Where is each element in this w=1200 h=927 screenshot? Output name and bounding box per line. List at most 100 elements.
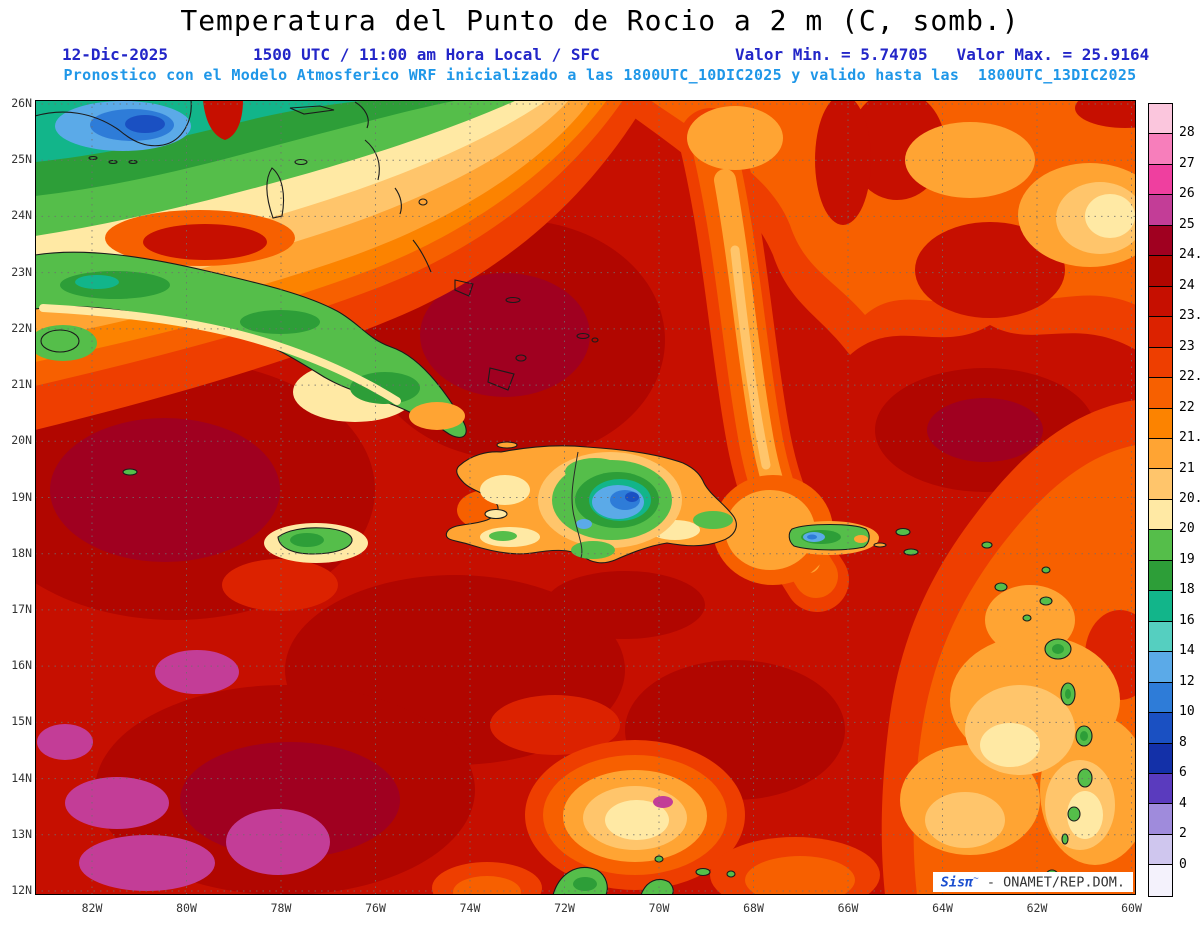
colorbar-tick-label: 24.5: [1179, 247, 1200, 263]
colorbar-tick-label: 12: [1179, 673, 1195, 689]
colorbar-tick-label: 4: [1179, 795, 1187, 811]
lat-tick-label: 17N: [11, 601, 32, 616]
colorbar-tick-label: 2: [1179, 826, 1187, 842]
haiti-dr-border: [571, 451, 583, 559]
florida-coastline: [35, 100, 192, 147]
dewpoint-field-svg: [35, 100, 1136, 895]
page-title: Temperatura del Punto de Rocio a 2 m (C,…: [180, 4, 1020, 37]
colorbar-cell: [1149, 408, 1172, 439]
gonave-island: [484, 508, 508, 520]
lat-tick-label: 20N: [11, 433, 32, 448]
colorbar-tick-label: 22: [1179, 399, 1195, 415]
colorbar-cell: [1149, 682, 1172, 714]
colorbar-tick-label: 28: [1179, 125, 1195, 141]
colorbar-tick-label: 20.5: [1179, 491, 1200, 506]
model-run-label: Pronostico con el Modelo Atmosferico WRF…: [63, 66, 1137, 84]
field-warm-sector-right: [432, 100, 1136, 895]
lat-tick-label: 15N: [11, 714, 32, 729]
colorbar-cell: [1149, 104, 1172, 135]
colorbar-tick-label: 0: [1179, 856, 1187, 872]
header-datetime-row: 12-Dic-2025 1500 UTC / 11:00 am Hora Loc…: [0, 45, 1200, 65]
colorbar-cell: [1149, 256, 1172, 287]
lat-tick-label: 16N: [11, 658, 32, 673]
field-magenta-maxima: [37, 650, 673, 891]
colorbar-tick-label: 6: [1179, 765, 1187, 781]
watermark-text: - ONAMET/REP.DOM.: [978, 874, 1125, 890]
south-american-coast: [552, 855, 736, 895]
minmax-label: Valor Min. = 5.74705 Valor Max. = 25.916…: [735, 45, 1150, 64]
lon-tick-label: 76W: [365, 901, 386, 915]
colorbar-cells: [1149, 104, 1172, 896]
lon-tick-label: 62W: [1026, 901, 1048, 915]
colorbar-tick-label: 25: [1179, 216, 1195, 232]
lat-tick-label: 23N: [11, 264, 32, 279]
watermark-brand: Sisπ: [940, 874, 974, 890]
lat-tick-label: 22N: [11, 320, 32, 335]
lon-tick-label: 60W: [1121, 901, 1142, 915]
colorbar-tick-label: 21.5: [1179, 430, 1200, 446]
colorbar-tick-label: 26: [1179, 186, 1195, 202]
colorbar-cell: [1149, 743, 1172, 774]
lon-tick-label: 64W: [932, 901, 953, 915]
colorbar-tick-label: 22.5: [1179, 369, 1200, 385]
colorbar-cell: [1149, 195, 1172, 226]
colorbar-cell: [1149, 347, 1172, 379]
colorbar-tick-label: 18: [1179, 582, 1195, 598]
colorbar-cell: [1149, 713, 1172, 744]
colorbar-tick-label: 16: [1179, 612, 1195, 628]
lon-tick-label: 82W: [81, 901, 103, 915]
lat-tick-label: 14N: [11, 770, 32, 785]
lon-tick-label: 72W: [554, 901, 575, 915]
colorbar-cell: [1149, 865, 1172, 896]
lon-tick-label: 78W: [270, 901, 292, 915]
colorbar-tick-label: 20: [1179, 521, 1195, 537]
colorbar-tick-label: 23.5: [1179, 308, 1200, 324]
lat-tick-label: 26N: [11, 96, 32, 110]
colorbar-cell: [1149, 317, 1172, 348]
lat-tick-label: 25N: [11, 152, 32, 167]
colorbar-tick-label: 14: [1179, 643, 1195, 659]
colorbar-cell: [1149, 804, 1172, 835]
colorbar-cell: [1149, 134, 1172, 165]
lat-tick-label: 21N: [11, 377, 32, 392]
cayman-island: [122, 468, 138, 476]
colorbar-cell: [1149, 438, 1172, 470]
colorbar-tick-label: 23: [1179, 338, 1195, 354]
lat-tick-label: 12N: [11, 883, 32, 897]
colorbar-cell: [1149, 530, 1172, 561]
colorbar-cell: [1149, 773, 1172, 805]
map-plot-area: Sisπ~ - ONAMET/REP.DOM.: [35, 100, 1136, 895]
run-date-label: 12-Dic-2025: [62, 45, 168, 64]
colorbar-cell: [1149, 621, 1172, 653]
lesser-antilles-islands: [895, 527, 1093, 887]
vieques-island: [873, 542, 887, 548]
colorbar-cell: [1149, 652, 1172, 683]
colorbar-cell: [1149, 286, 1172, 318]
lat-tick-label: 13N: [11, 826, 32, 841]
watermark: Sisπ~ - ONAMET/REP.DOM.: [932, 871, 1133, 892]
lon-tick-label: 68W: [743, 901, 764, 915]
watermark-tilde: ~: [973, 873, 979, 884]
colorbar-tick-label: 27: [1179, 155, 1195, 171]
colorbar: [1148, 103, 1173, 897]
colorbar-tick-label: 10: [1179, 704, 1195, 720]
lat-tick-label: 18N: [11, 545, 32, 560]
colorbar-cell: [1149, 378, 1172, 409]
colorbar-cell: [1149, 164, 1172, 196]
lon-tick-label: 66W: [837, 901, 859, 915]
lat-lon-grid: [35, 100, 1136, 895]
colorbar-cell: [1149, 225, 1172, 257]
lat-tick-label: 19N: [11, 489, 32, 504]
colorbar-cell: [1149, 469, 1172, 500]
isla-juventud: [40, 329, 80, 353]
colorbar-tick-label: 21: [1179, 460, 1195, 476]
colorbar-tick-label: 24: [1179, 277, 1195, 293]
lat-tick-label: 24N: [11, 208, 32, 223]
colorbar-cell: [1149, 591, 1172, 622]
colorbar-tick-label: 8: [1179, 734, 1187, 750]
lon-tick-label: 74W: [459, 901, 481, 915]
lon-tick-label: 80W: [176, 901, 197, 915]
colorbar-cell: [1149, 499, 1172, 531]
colorbar-cell: [1149, 834, 1172, 866]
